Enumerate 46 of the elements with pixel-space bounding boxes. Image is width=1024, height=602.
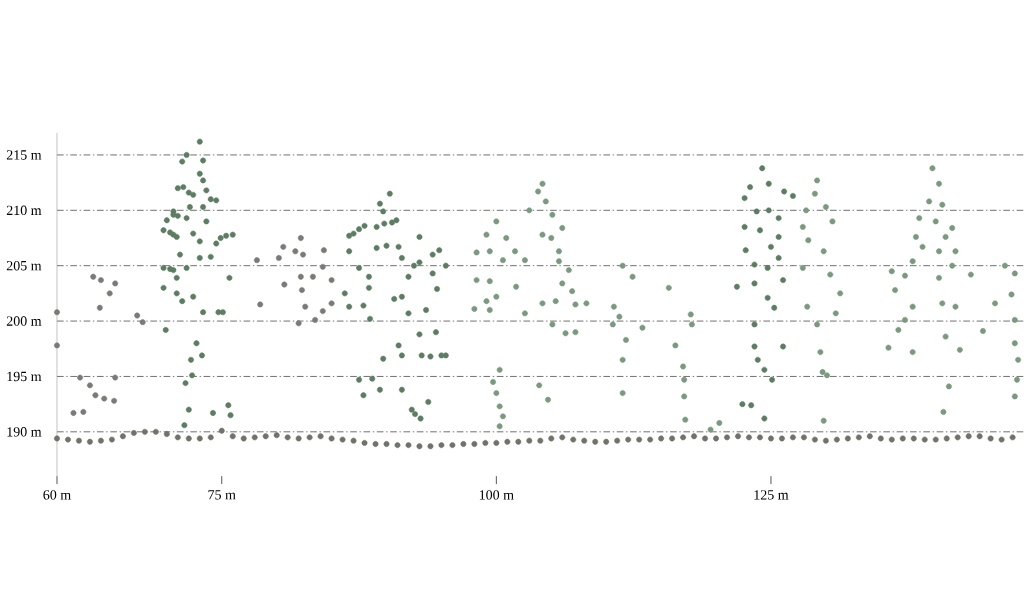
point bbox=[328, 300, 335, 307]
point bbox=[54, 342, 60, 349]
point bbox=[297, 235, 304, 242]
point bbox=[111, 398, 118, 404]
point bbox=[309, 273, 316, 280]
point bbox=[96, 304, 103, 311]
point bbox=[275, 255, 282, 261]
point bbox=[90, 273, 97, 280]
point bbox=[299, 287, 305, 294]
point bbox=[54, 309, 60, 316]
point bbox=[112, 374, 119, 381]
point bbox=[319, 308, 326, 315]
point bbox=[292, 248, 299, 255]
point bbox=[87, 382, 93, 389]
point bbox=[139, 319, 146, 326]
point bbox=[295, 320, 302, 327]
point bbox=[80, 409, 87, 415]
y-tick-label: 215 m bbox=[6, 150, 42, 160]
point bbox=[297, 273, 304, 280]
y-tick-label: 200 m bbox=[6, 316, 42, 326]
y-tick-label: 195 m bbox=[7, 371, 42, 382]
point bbox=[134, 312, 141, 319]
point bbox=[319, 263, 326, 270]
point bbox=[253, 257, 260, 264]
point bbox=[320, 247, 327, 254]
point bbox=[70, 410, 77, 417]
point bbox=[92, 392, 99, 399]
point bbox=[328, 277, 335, 284]
y-tick-label: 210 m bbox=[6, 205, 42, 216]
x-tick-label: 60 m bbox=[43, 490, 71, 500]
x-tick-label: 125 m bbox=[754, 490, 789, 500]
point bbox=[106, 290, 113, 297]
point bbox=[257, 301, 264, 308]
x-tick-label: 75 m bbox=[208, 490, 236, 500]
point bbox=[101, 395, 108, 402]
point bbox=[112, 280, 119, 287]
point bbox=[97, 277, 104, 284]
point bbox=[281, 281, 288, 288]
point bbox=[77, 374, 83, 381]
point bbox=[302, 303, 309, 310]
point bbox=[300, 251, 306, 258]
y-tick-label: 205 m bbox=[6, 261, 42, 271]
point bbox=[312, 317, 319, 324]
y-tick-label: 190 m bbox=[7, 427, 42, 437]
point bbox=[280, 244, 287, 250]
x-tick-label: 100 m bbox=[479, 490, 514, 500]
